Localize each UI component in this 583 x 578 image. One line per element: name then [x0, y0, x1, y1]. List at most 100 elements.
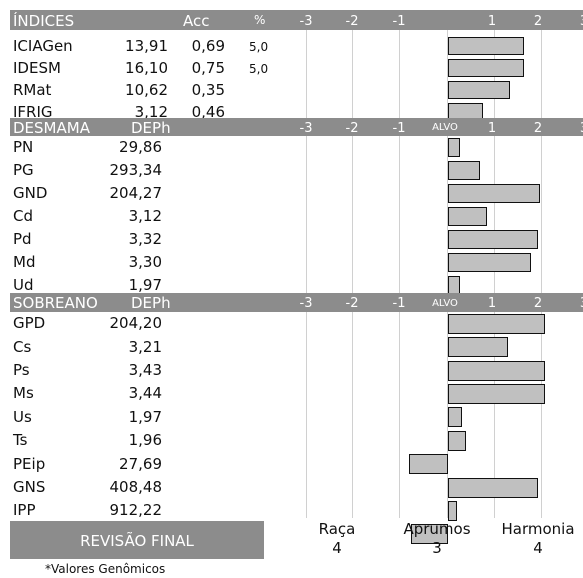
row-value: 1,97: [128, 276, 162, 294]
row-pct: 5,0: [249, 61, 269, 76]
row-value: 3,30: [128, 253, 162, 271]
row-value: 204,27: [109, 184, 163, 202]
row-name: PN: [13, 138, 34, 156]
desmama-tick-label: -1: [392, 120, 406, 136]
row-name: Md: [13, 253, 36, 271]
row-value: 16,10: [125, 58, 168, 77]
pct-column-header: %: [254, 12, 266, 27]
desmama-title: DESMAMA: [13, 118, 90, 137]
score-raca-value: 4: [332, 539, 342, 557]
desmama-tick-label: 1: [487, 120, 497, 136]
sobreano-header: [10, 293, 583, 312]
bar-mark: [448, 81, 511, 99]
revisao-final-box: REVISÃO FINAL: [10, 521, 264, 559]
grid-line: [541, 10, 542, 518]
row-name: Ms: [13, 384, 34, 403]
row-value: 3,44: [128, 384, 162, 403]
índices-tick-label: -3: [299, 13, 313, 29]
score-aprumos-value: 3: [432, 539, 442, 557]
row-name: IDESM: [13, 58, 61, 77]
row-name: RMat: [13, 80, 52, 99]
desmama-header: [10, 118, 583, 136]
desmama-deph-header: DEPh: [131, 118, 171, 137]
row-name: Us: [13, 407, 32, 426]
score-harmonia-value: 4: [533, 539, 543, 557]
índices-tick-label: 3: [580, 15, 583, 28]
row-value: 1,97: [128, 407, 162, 426]
sobreano-tick-label: 1: [487, 296, 497, 311]
desmama-tick-label: 3: [580, 122, 583, 135]
bar-mark: [448, 59, 524, 77]
row-acc: 0,69: [191, 36, 225, 55]
índices-tick-label: -1: [392, 13, 406, 29]
row-value: 3,32: [128, 230, 162, 248]
row-acc: 0,75: [191, 58, 225, 77]
índices-tick-label: 1: [487, 13, 497, 29]
bar-mark: [448, 360, 545, 381]
row-name: Ps: [13, 361, 30, 379]
sobreano-deph-header: DEPh: [131, 294, 171, 312]
bar-mark: [448, 206, 488, 227]
bar-mark: [448, 183, 540, 204]
score-raca-label: Raça: [318, 520, 356, 538]
row-value: 29,86: [119, 138, 162, 156]
desmama-alvo-label: ALVO: [432, 122, 458, 133]
bar-mark: [448, 313, 545, 334]
acc-column-header: Acc: [183, 11, 210, 30]
row-value: 204,20: [109, 314, 163, 333]
desmama-tick-label: -3: [299, 120, 313, 136]
bar-mark: [411, 524, 448, 545]
bar-mark: [448, 160, 481, 181]
row-name: PEip: [13, 454, 46, 473]
grid-line: [352, 10, 353, 518]
row-name: GND: [13, 184, 48, 202]
sobreano-tick-label: -1: [392, 296, 406, 311]
revisao-final-label: REVISÃO FINAL: [80, 532, 194, 550]
score-aprumos-label: Aprumos: [403, 520, 471, 538]
row-value: 3,43: [128, 361, 162, 379]
row-name: PG: [13, 161, 34, 179]
row-name: IPP: [13, 501, 36, 520]
row-name: Pd: [13, 230, 32, 248]
row-name: Ts: [13, 431, 28, 450]
row-name: Cd: [13, 207, 33, 225]
row-name: IFRIG: [13, 102, 53, 121]
grid-line: [399, 10, 400, 518]
bar-mark: [448, 37, 524, 55]
row-acc: 0,35: [191, 80, 225, 99]
índices-title: ÍNDICES: [13, 11, 75, 30]
bar-mark: [448, 137, 460, 158]
row-name: GPD: [13, 314, 46, 333]
desmama-tick-label: -2: [345, 120, 359, 136]
bar-mark: [448, 430, 467, 451]
índices-tick-label: 2: [533, 13, 543, 29]
bar-mark: [448, 252, 531, 273]
row-name: Ud: [13, 276, 34, 294]
bar-mark: [448, 477, 538, 498]
row-value: 10,62: [125, 80, 168, 99]
bar-mark: [448, 500, 458, 521]
footnote: *Valores Genômicos: [45, 562, 166, 576]
row-name: GNS: [13, 478, 46, 496]
sobreano-alvo-label: ALVO: [432, 297, 458, 309]
row-name: Cs: [13, 337, 32, 356]
score-harmonia-label: Harmonia: [501, 520, 575, 538]
sobreano-title: SOBREANO: [13, 294, 98, 312]
row-value: 3,12: [128, 207, 162, 225]
row-value: 408,48: [109, 478, 163, 496]
row-value: 3,21: [128, 337, 162, 356]
row-value: 1,96: [128, 431, 162, 450]
sobreano-tick-label: -3: [299, 296, 313, 311]
bar-mark: [448, 337, 508, 358]
row-value: 3,12: [134, 102, 168, 121]
sobreano-tick-label: 2: [533, 296, 543, 311]
bar-mark: [448, 407, 462, 428]
row-value: 13,91: [125, 36, 168, 55]
row-name: ICIAGen: [13, 36, 73, 55]
sobreano-tick-label: 3: [580, 297, 583, 310]
row-value: 27,69: [119, 454, 162, 473]
sobreano-tick-label: -2: [345, 296, 359, 311]
grid-line: [306, 10, 307, 518]
row-value: 293,34: [109, 161, 163, 179]
